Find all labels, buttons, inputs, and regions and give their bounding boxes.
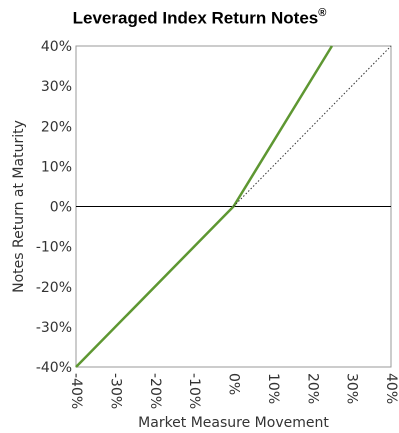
- y-tick-label: 10%: [41, 159, 72, 175]
- x-tick-label: -40%: [68, 373, 84, 409]
- y-tick-label: -20%: [36, 280, 72, 296]
- y-tick-label: 30%: [41, 79, 72, 95]
- y-tick-label: -40%: [36, 360, 72, 376]
- y-tick-label: 20%: [41, 119, 72, 135]
- y-tick-label: -10%: [36, 240, 72, 256]
- y-tick-label: 40%: [41, 39, 72, 55]
- dotted-reference-line: [233, 45, 392, 207]
- y-tick-label: 0%: [50, 200, 72, 216]
- x-tick-label: 10%: [265, 373, 281, 404]
- x-tick-label: 20%: [304, 373, 320, 404]
- x-axis-ticks: -40% -30% -20% -10% 0% 10% 20% 30% 40%: [68, 373, 399, 409]
- y-axis-ticks: 40% 30% 20% 10% 0% -10% -20% -30% -40%: [36, 39, 72, 376]
- y-tick-label: -30%: [36, 320, 72, 336]
- chart-title: Leveraged Index Return Notes®: [0, 7, 399, 29]
- chart-title-text: Leveraged Index Return Notes: [72, 8, 319, 28]
- x-axis-title: Market Measure Movement: [138, 415, 329, 431]
- x-tick-label: 0%: [226, 373, 242, 395]
- x-tick-label: 40%: [383, 373, 399, 404]
- x-tick-label: -30%: [107, 373, 123, 409]
- x-tick-label: 30%: [344, 373, 360, 404]
- registered-mark: ®: [318, 7, 327, 19]
- series-layer: [75, 45, 392, 368]
- x-tick-label: -10%: [186, 373, 202, 409]
- y-axis-title: Notes Return at Maturity: [11, 120, 27, 293]
- x-tick-label: -20%: [147, 373, 163, 409]
